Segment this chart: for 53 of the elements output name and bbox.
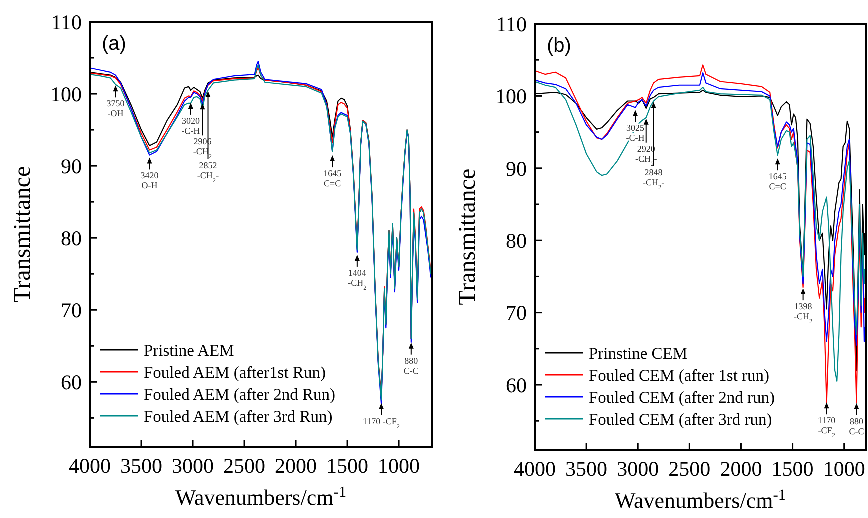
y-tick-label: 100 — [50, 82, 82, 106]
legend-label: Fouled CEM (after 3rd run) — [589, 410, 772, 429]
y-tick-label: 60 — [506, 373, 527, 398]
legend-label: Fouled AEM (after 3rd Run) — [144, 406, 333, 426]
y-tick-label: 110 — [51, 10, 82, 34]
x-tick-label: 4000 — [69, 454, 111, 478]
legend-label: Fouled CEM (after 1st run) — [589, 366, 770, 385]
annotation: (b) — [547, 35, 572, 57]
x-axis-title: Wavenumbers/cm$^{-1}$ — [175, 484, 347, 510]
x-tick-label: 1000 — [823, 457, 866, 481]
annotation: 1170 -CF$_{2}$ — [362, 416, 400, 430]
annotation: 3420 O-H — [140, 170, 160, 191]
annotation: 1398 -CH$_{2}$ — [794, 302, 813, 326]
x-tick-label: 1500 — [326, 454, 369, 478]
x-tick-label: 3500 — [120, 454, 163, 478]
legend-label: Pristine AEM — [144, 340, 235, 360]
annotation: 880 C-C — [404, 356, 419, 376]
annotation: 2852 -CH$_{2}$- — [197, 160, 220, 184]
x-tick-label: 2000 — [720, 457, 762, 481]
legend-label: Fouled AEM (after 2nd Run) — [144, 384, 336, 404]
y-tick-label: 110 — [496, 12, 527, 36]
annotation: 880 C-C — [849, 416, 864, 436]
annotation: 3750 -OH — [106, 98, 126, 119]
legend-label: Fouled CEM (after 2nd run) — [589, 388, 776, 407]
y-tick-label: 70 — [506, 301, 527, 326]
legend-label: Fouled AEM (after1st Run) — [144, 362, 326, 382]
x-tick-label: 3000 — [617, 457, 660, 481]
x-tick-label: 3500 — [566, 457, 608, 481]
x-tick-label: 2500 — [224, 454, 266, 478]
x-tick-label: 2500 — [668, 457, 711, 481]
legend-label: Prinstine CEM — [589, 344, 688, 363]
y-tick-label: 100 — [496, 84, 527, 109]
x-tick-label: 3000 — [172, 454, 214, 478]
x-tick-label: 1500 — [772, 457, 814, 481]
y-tick-label: 80 — [61, 226, 82, 250]
y-tick-label: 60 — [61, 370, 82, 395]
x-tick-label: 2000 — [275, 454, 318, 478]
annotation: 1404 -CH$_{2}$ — [348, 268, 367, 292]
y-axis-title: Transmittance — [10, 166, 36, 303]
annotation: 1645 C=C — [324, 168, 342, 189]
annotation: 1645 C=C — [768, 172, 788, 192]
annotation: 3020 -C-H — [182, 116, 201, 136]
annotation: 1170 -CF$_{2}$ — [818, 416, 836, 440]
y-axis-title: Transmittance — [455, 168, 481, 306]
y-tick-label: 90 — [61, 154, 82, 178]
y-tick-label: 90 — [506, 156, 527, 181]
x-tick-label: 1000 — [378, 454, 420, 478]
annotation: (a) — [102, 33, 126, 55]
x-tick-label: 4000 — [514, 457, 556, 481]
annotation: 2848 -CH$_{2}$- — [642, 167, 665, 191]
y-tick-label: 70 — [61, 298, 82, 322]
x-axis-title: Wavenumbers/cm$^{-1}$ — [614, 486, 786, 513]
y-tick-label: 80 — [506, 228, 527, 253]
